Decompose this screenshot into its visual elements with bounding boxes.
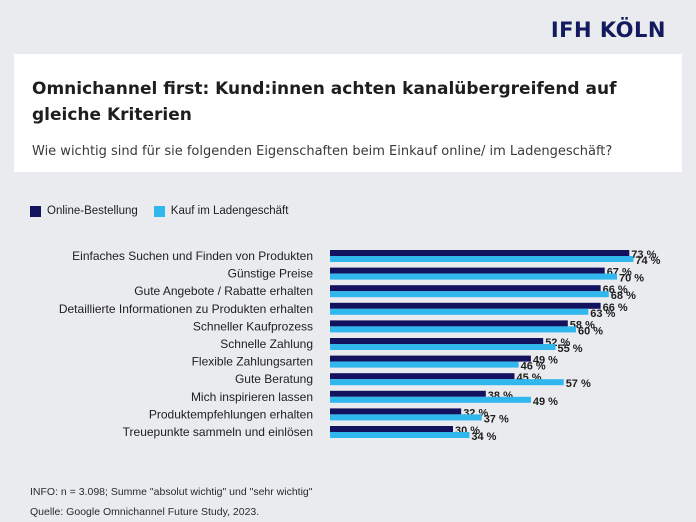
legend-item-online: Online-Bestellung bbox=[30, 205, 138, 217]
category-label: Gute Beratung bbox=[235, 372, 313, 386]
bar-online bbox=[330, 320, 568, 327]
bar-online bbox=[330, 355, 531, 362]
bar-store bbox=[330, 291, 609, 298]
bar-online bbox=[330, 267, 605, 274]
category-label: Günstige Preise bbox=[228, 267, 314, 281]
title-card: Omnichannel first: Kund:innen achten kan… bbox=[14, 54, 682, 172]
bar-online bbox=[330, 338, 544, 344]
value-label-online: 49 % bbox=[533, 355, 558, 367]
legend-label-store: Kauf im Ladengeschäft bbox=[170, 205, 289, 217]
category-label: Schneller Kaufprozess bbox=[193, 319, 313, 333]
legend-label-online: Online-Bestellung bbox=[47, 205, 138, 217]
value-label-store: 55 % bbox=[558, 343, 583, 355]
value-label-store: 49 % bbox=[533, 396, 558, 408]
bar-store bbox=[330, 326, 576, 333]
legend-swatch-online bbox=[30, 205, 41, 217]
bar-online bbox=[330, 373, 515, 380]
category-label: Mich inspirieren lassen bbox=[191, 390, 313, 404]
info-note: INFO: n = 3.098; Summe "absolut wichtig"… bbox=[30, 486, 313, 498]
value-label-store: 68 % bbox=[611, 290, 636, 302]
value-label-store: 70 % bbox=[619, 273, 644, 285]
bar-store bbox=[330, 379, 564, 386]
category-label: Einfaches Suchen und Finden von Produkte… bbox=[72, 249, 313, 263]
category-label: Produktempfehlungen erhalten bbox=[149, 407, 313, 421]
bar-online bbox=[330, 302, 601, 309]
bar-chart: Einfaches Suchen und Finden von Produkte… bbox=[59, 249, 661, 443]
bar-online bbox=[330, 426, 453, 432]
value-label-store: 63 % bbox=[590, 308, 615, 320]
legend-item-store: Kauf im Ladengeschäft bbox=[153, 205, 289, 217]
chart-title: Omnichannel first: Kund:innen achten kan… bbox=[32, 79, 617, 125]
legend-swatch-store bbox=[153, 205, 165, 217]
bar-store bbox=[330, 344, 556, 350]
value-label-online: 66 % bbox=[603, 302, 628, 314]
bar-store bbox=[330, 432, 470, 438]
value-label-online: 66 % bbox=[603, 284, 628, 296]
category-label: Schnelle Zahlung bbox=[220, 337, 313, 351]
chart-subtitle: Wie wichtig sind für sie folgenden Eigen… bbox=[32, 144, 613, 159]
bar-store bbox=[330, 396, 531, 403]
value-label-store: 34 % bbox=[471, 431, 496, 443]
bar-online bbox=[330, 390, 486, 397]
category-label: Flexible Zahlungsarten bbox=[192, 355, 313, 369]
bar-store bbox=[330, 256, 634, 262]
ifh-logo: IFH KÖLN bbox=[550, 18, 666, 42]
bar-store bbox=[330, 414, 482, 421]
category-label: Treuepunkte sammeln und einlösen bbox=[123, 425, 313, 439]
value-label-online: 73 % bbox=[631, 249, 656, 261]
bar-store bbox=[330, 273, 617, 280]
value-label-store: 60 % bbox=[578, 325, 603, 337]
category-label: Detaillierte Informationen zu Produkten … bbox=[59, 302, 313, 316]
legend: Online-Bestellung Kauf im Ladengeschäft bbox=[30, 205, 304, 217]
bar-store bbox=[330, 361, 519, 368]
category-label: Gute Angebote / Rabatte erhalten bbox=[134, 284, 313, 298]
bar-online bbox=[330, 408, 462, 415]
bar-store bbox=[330, 308, 589, 315]
value-label-store: 37 % bbox=[484, 413, 509, 425]
bar-online bbox=[330, 285, 601, 292]
value-label-store: 46 % bbox=[521, 361, 546, 373]
value-label-online: 58 % bbox=[570, 319, 595, 331]
source-note: Quelle: Google Omnichannel Future Study,… bbox=[30, 506, 260, 518]
value-label-store: 57 % bbox=[566, 378, 591, 390]
bar-online bbox=[330, 250, 630, 256]
value-label-store: 74 % bbox=[635, 255, 660, 267]
